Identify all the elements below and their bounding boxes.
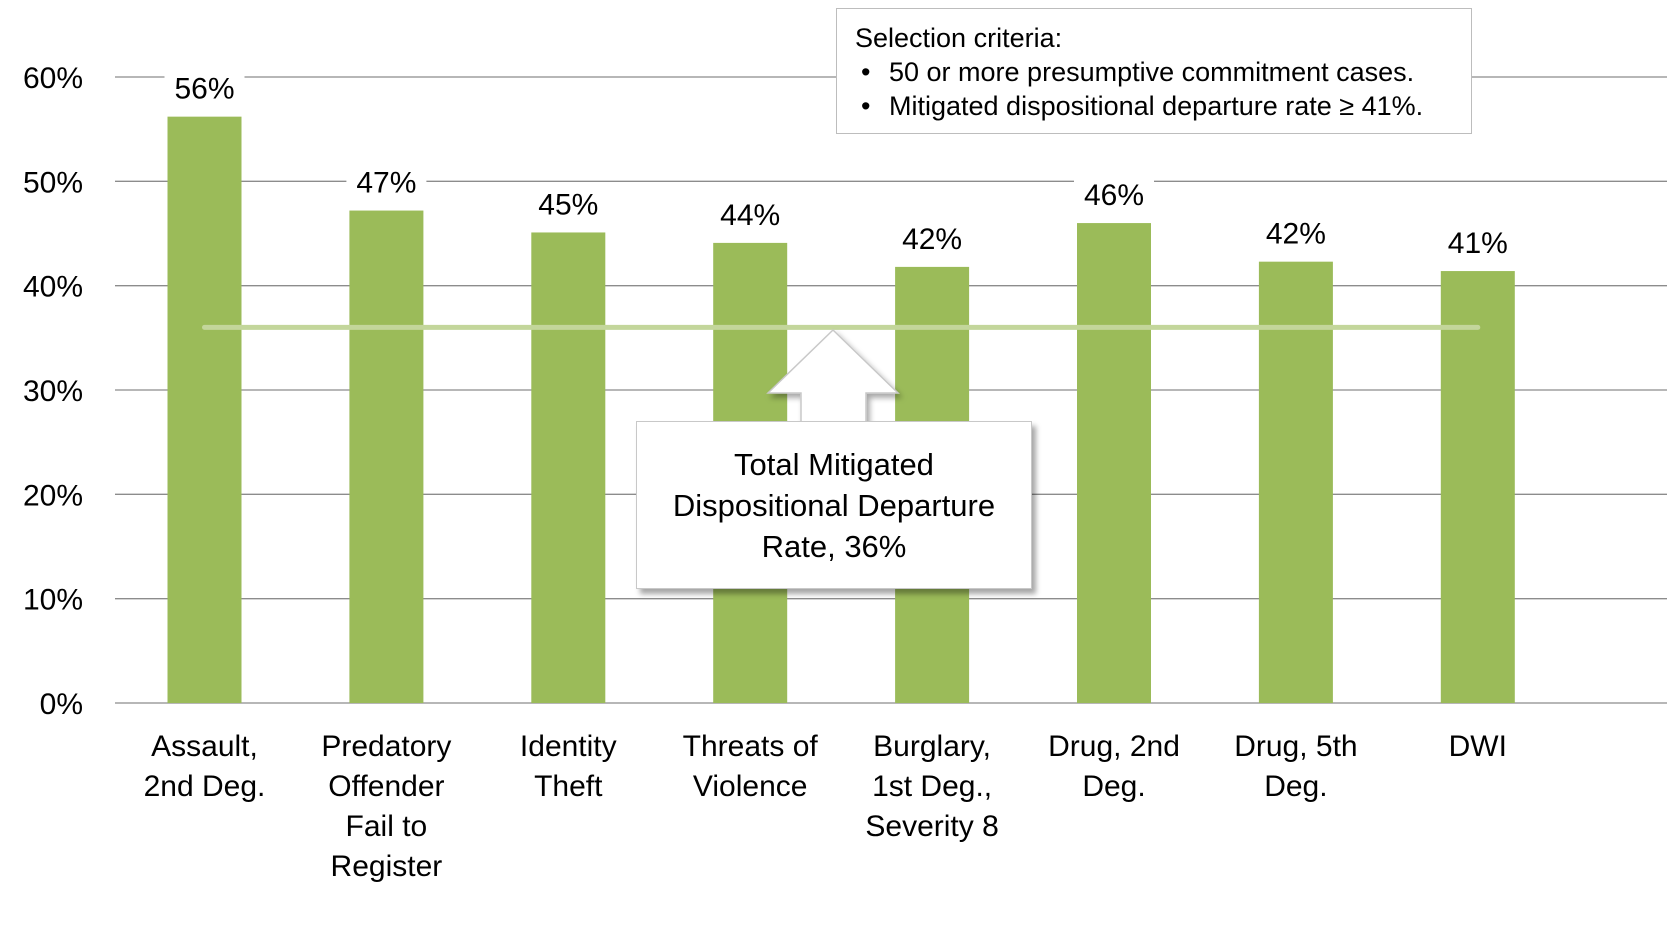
bar [349,210,424,704]
category-label: Assault, 2nd Deg. [144,730,266,803]
data-label: 45% [538,188,598,221]
category-label: Threats of Violence [683,730,819,803]
bar [1258,261,1333,703]
criteria-item: Mitigated dispositional departure rate ≥… [855,89,1453,123]
y-tick-label: 20% [23,479,83,512]
data-label: 46% [1084,179,1144,212]
callout-text: Total Mitigated Dispositional Departure … [672,446,996,564]
bar [531,232,606,703]
data-label: 41% [1448,227,1508,260]
bar [1440,271,1515,703]
data-label: 42% [1266,218,1326,251]
data-label-background [892,221,973,258]
callout-arrow [766,328,900,424]
data-label-background [1255,216,1336,253]
y-tick-label: 40% [23,271,83,304]
data-label-background [710,197,791,234]
category-label: Drug, 5th Deg. [1234,730,1357,803]
criteria-item: 50 or more presumptive commitment cases. [855,55,1453,89]
data-label-background [1074,178,1154,215]
category-label: Burglary, 1st Deg., Severity 8 [865,730,998,843]
data-label-background [346,165,427,202]
data-label: 42% [902,223,962,256]
category-label: DWI [1449,730,1507,763]
y-tick-label: 50% [23,166,83,199]
y-tick-label: 0% [40,688,83,721]
category-label: Predatory Offender Fail to Register [321,730,451,883]
criteria-list: 50 or more presumptive commitment cases.… [855,55,1453,123]
selection-criteria-box: Selection criteria: 50 or more presumpti… [836,8,1472,134]
category-label: Identity Theft [520,730,617,803]
data-label-background [1437,226,1518,263]
y-tick-label: 60% [23,62,83,95]
y-tick-label: 10% [23,584,83,617]
data-label-background [164,71,245,108]
criteria-title: Selection criteria: [855,23,1063,53]
bar [1077,223,1151,703]
y-tick-label: 30% [23,375,83,408]
category-label: Drug, 2nd Deg. [1048,730,1180,803]
data-label: 44% [720,199,780,232]
data-label: 47% [356,167,416,200]
total-rate-callout: Total Mitigated Dispositional Departure … [636,421,1032,589]
bar [167,116,242,703]
data-label-background [528,187,609,224]
data-label: 56% [174,73,234,106]
